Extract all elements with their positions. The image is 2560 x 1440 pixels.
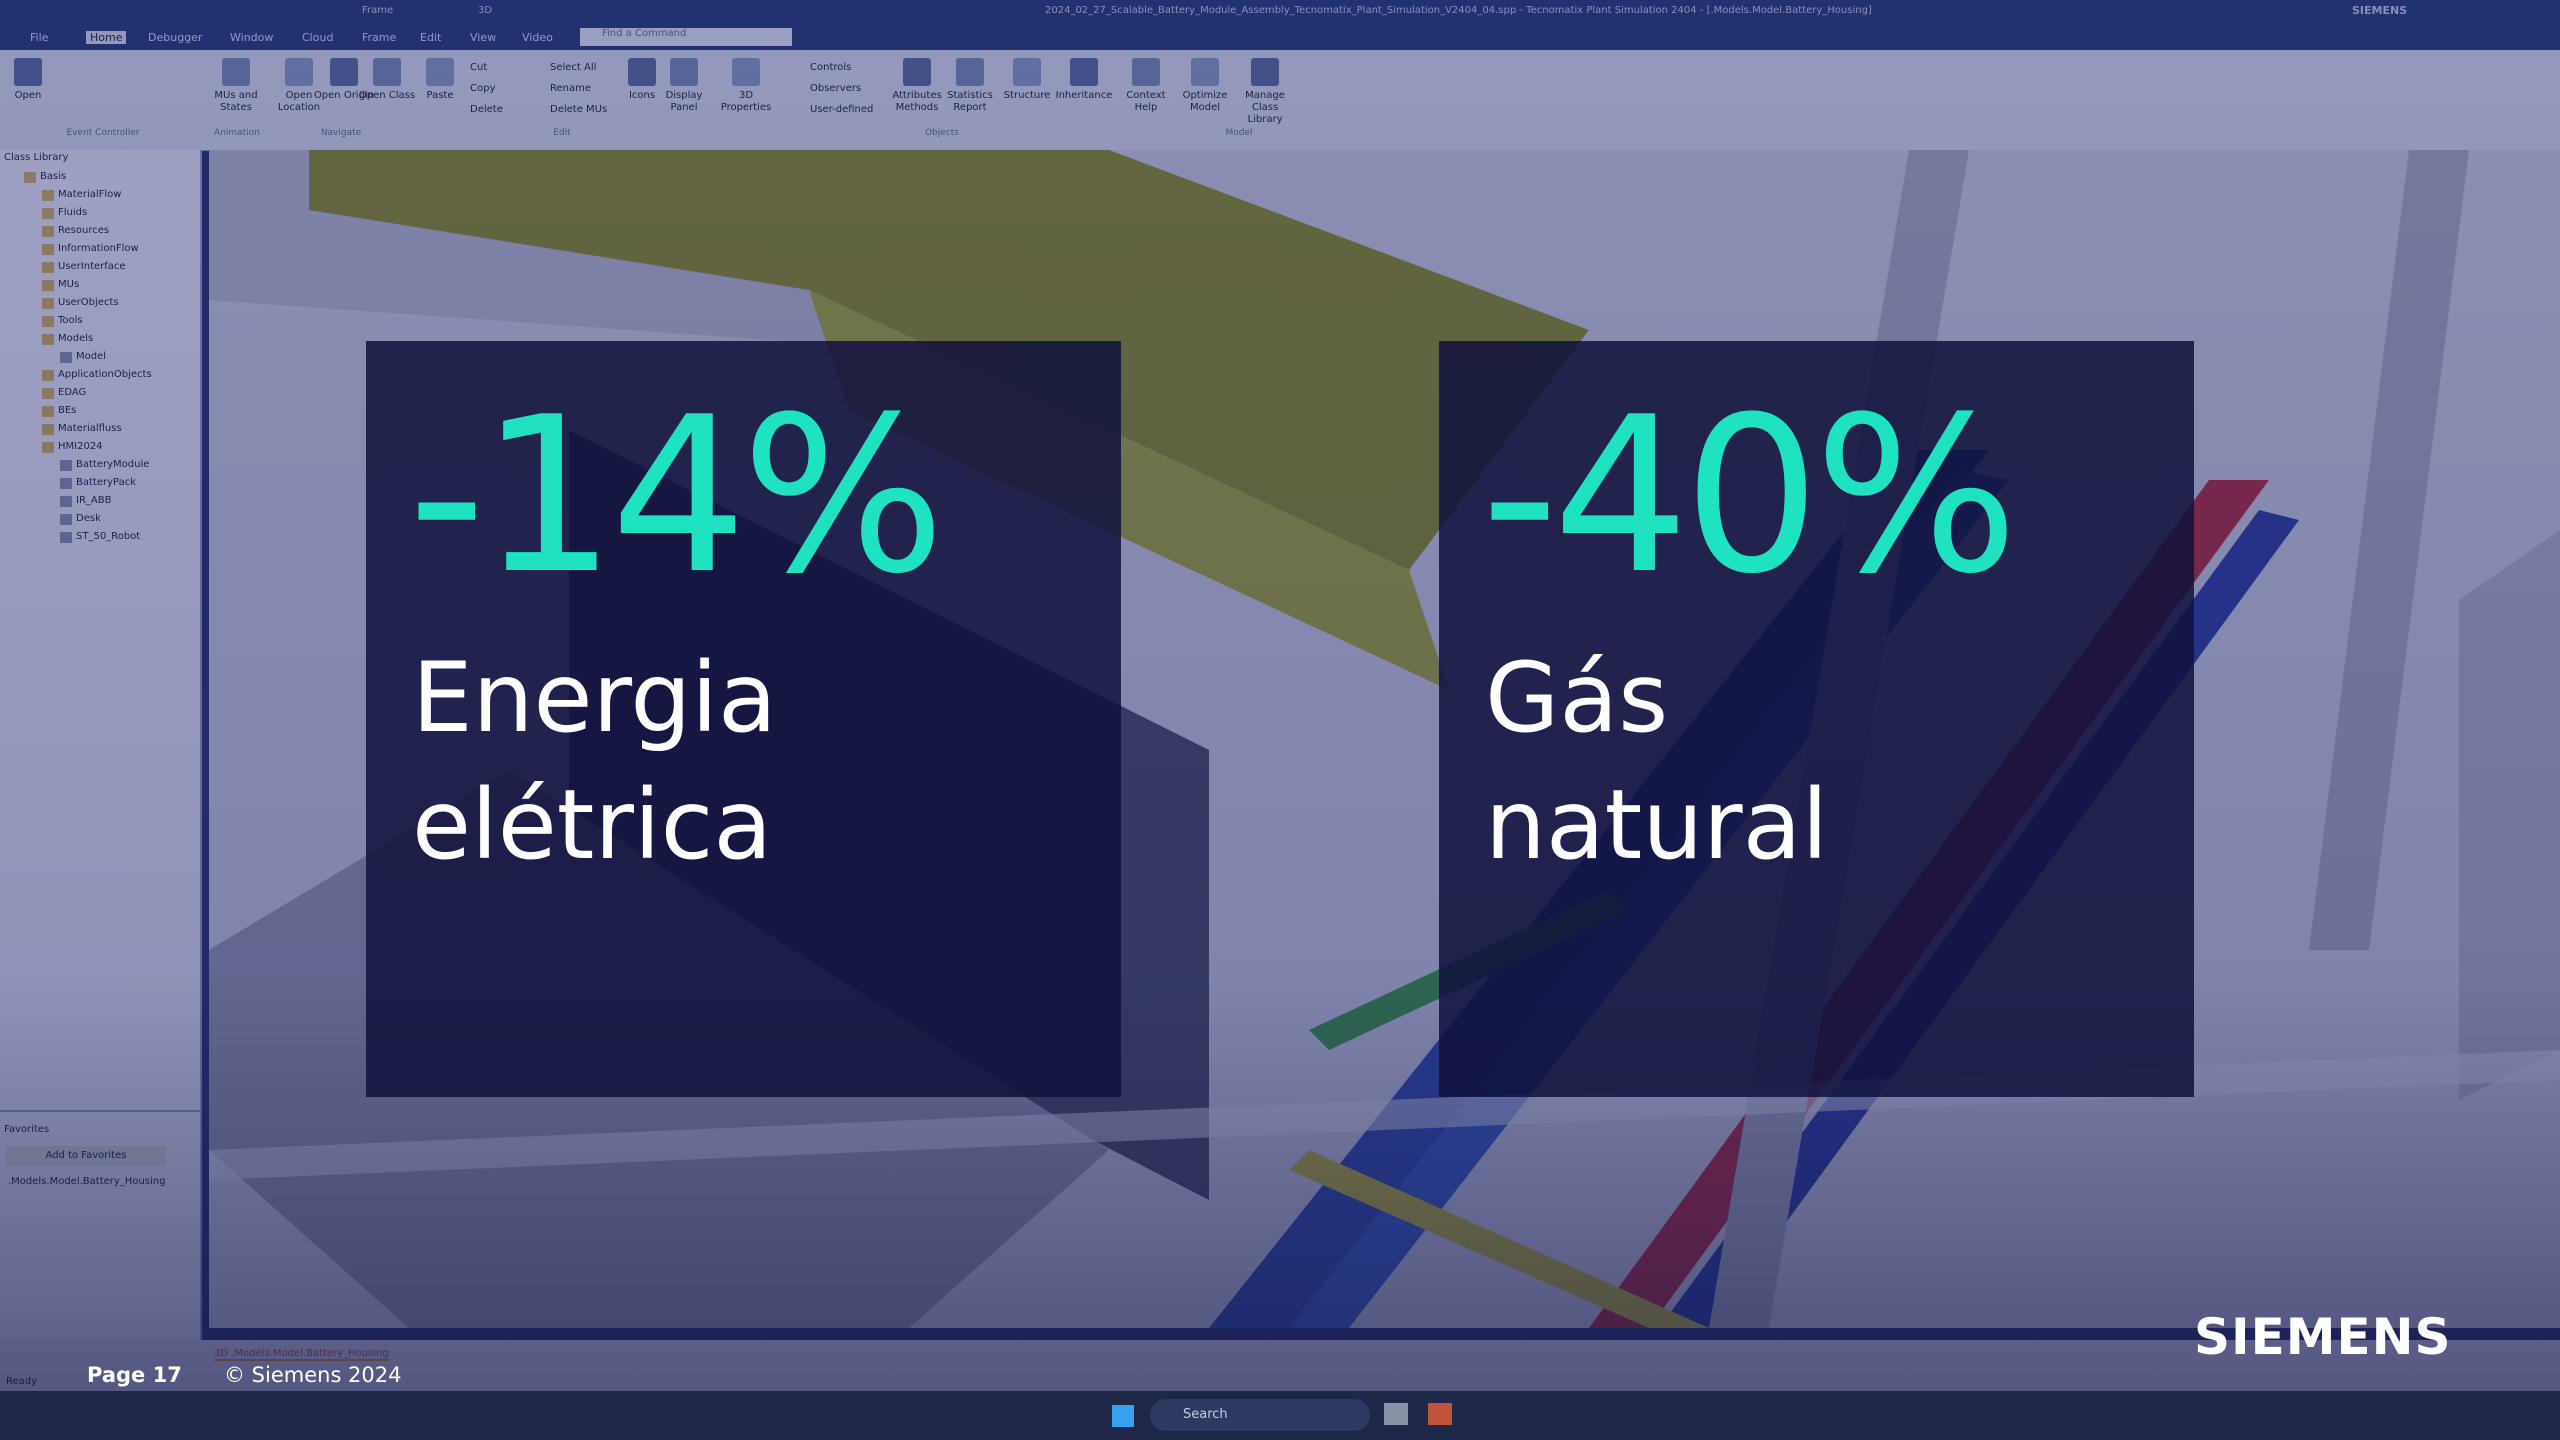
page: 2024_02_27_Scalable_Battery_Module_Assem… (0, 0, 2560, 1440)
stat-value: -40% (1481, 388, 2012, 603)
slide: -14% Energia elétrica -40% Gás natural Page 17… (0, 0, 2560, 1440)
stat-value: -14% (408, 388, 939, 603)
stat-label: Energia (412, 650, 777, 746)
stat-label: Gás (1485, 650, 1668, 746)
page-number: Page 17 (87, 1363, 182, 1387)
logo: SIEMENS (2194, 1308, 2452, 1366)
stat-label: natural (1485, 777, 1828, 873)
stat-label: elétrica (412, 777, 772, 873)
copyright: © Siemens 2024 (224, 1363, 402, 1387)
